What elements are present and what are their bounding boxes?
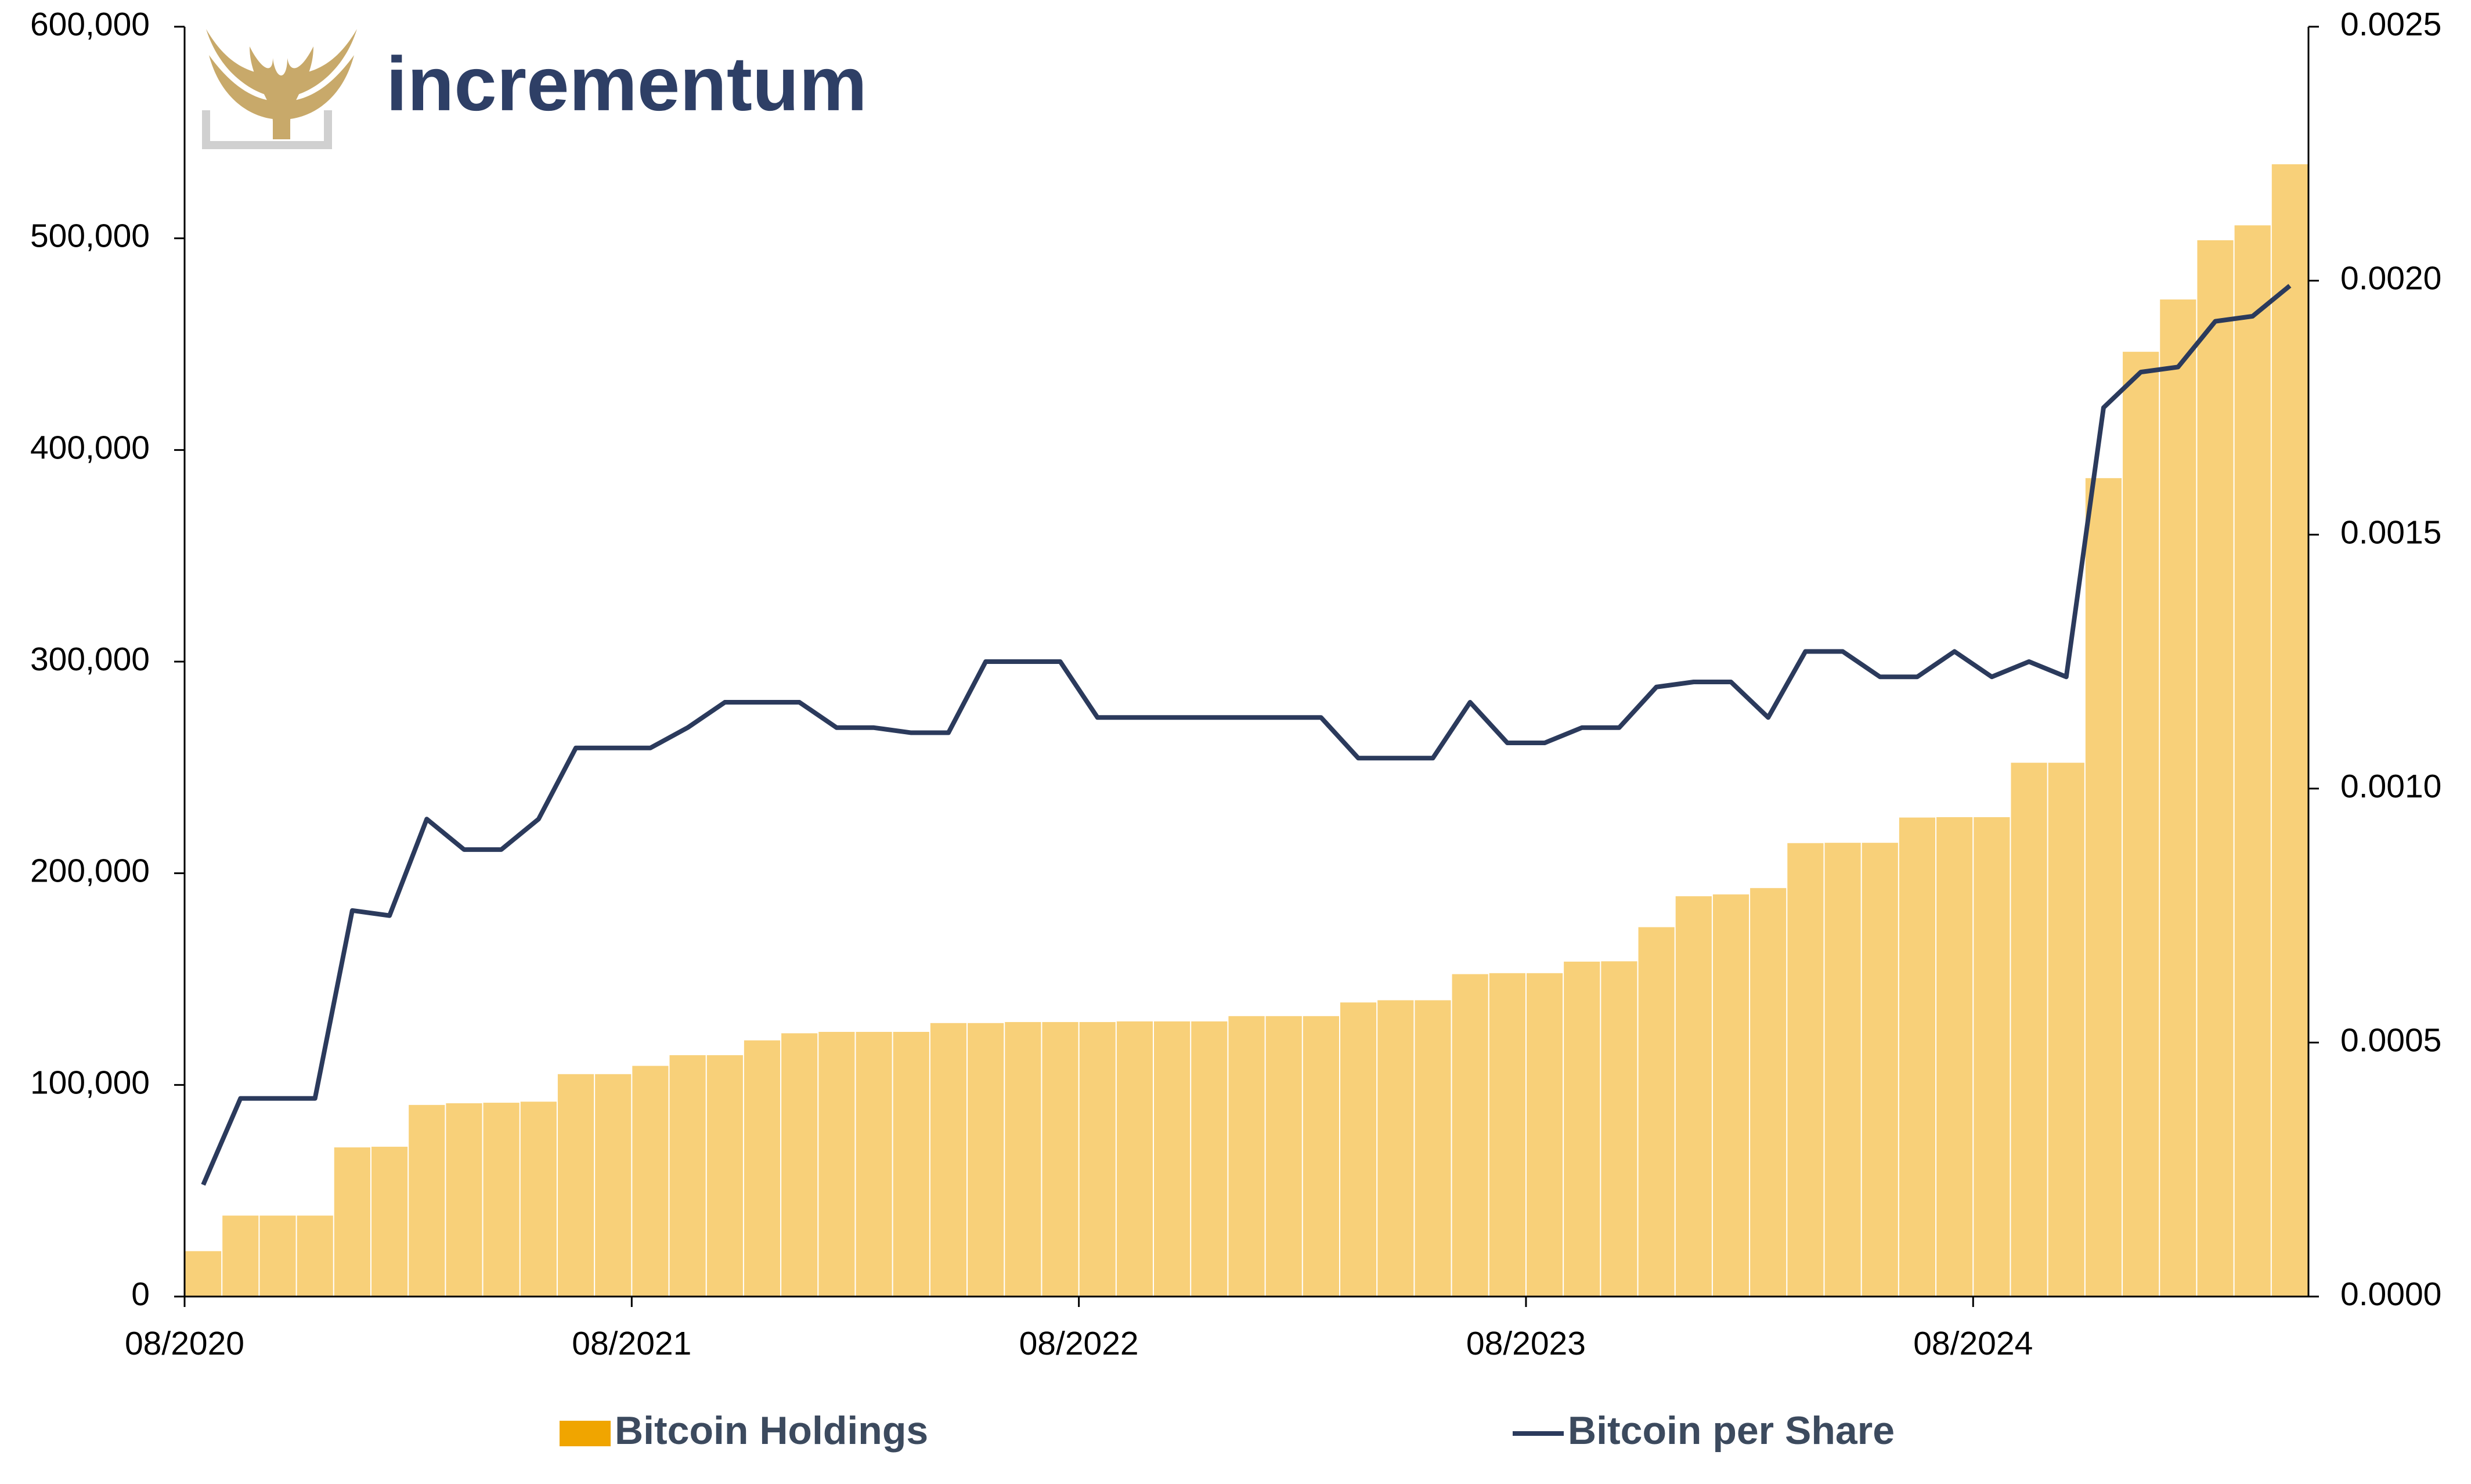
legend-label: Bitcoin Holdings [615,1409,928,1453]
bar [1526,973,1563,1297]
bar [259,1215,296,1297]
bar [2085,478,2122,1297]
bar [1079,1022,1116,1297]
bar [483,1103,520,1297]
bar [1601,961,1637,1297]
bar [1712,894,1749,1297]
bar [781,1033,818,1297]
bar [1265,1016,1302,1297]
legend-swatch [560,1421,611,1446]
bar [1899,817,1936,1297]
bar [1638,927,1675,1297]
logo-text: incrementum [386,41,867,127]
bar [222,1215,259,1297]
bar [1750,888,1787,1297]
bar [446,1103,482,1297]
bar [2048,763,2084,1297]
y-tick-label: 0 [131,1276,150,1313]
y-tick-label: 200,000 [30,853,150,890]
bar [2234,225,2271,1297]
bar [1564,961,1600,1297]
y-tick-label: 500,000 [30,218,150,255]
bar [1936,817,1973,1297]
bar [2197,240,2234,1297]
bar [818,1031,855,1297]
bar [1042,1022,1078,1297]
y2-tick-label: 0.0010 [2340,768,2441,805]
bar [706,1055,743,1297]
bar [1489,973,1525,1297]
y2-tick-label: 0.0020 [2340,260,2441,297]
bar [1005,1022,1041,1297]
x-tick-label: 08/2020 [125,1325,244,1362]
line [201,284,2292,1186]
bar [1228,1016,1265,1297]
bar [297,1215,333,1297]
x-tick-label: 08/2021 [572,1325,691,1362]
bar [1377,1000,1414,1297]
x-tick-label: 08/2023 [1466,1325,1586,1362]
bar [1116,1021,1153,1297]
bar [1974,817,2010,1297]
y-tick-label: 600,000 [30,6,150,43]
bar [2271,164,2308,1297]
bar [334,1147,370,1297]
bar [1191,1021,1228,1297]
bar [1862,843,1898,1297]
bar [595,1074,632,1297]
bar [371,1146,408,1297]
bar [2160,299,2196,1297]
legend-label: Bitcoin per Share [1568,1409,1895,1453]
logo-icon [202,29,357,149]
bar [968,1023,1004,1297]
bar [1675,896,1712,1297]
bar [2123,352,2159,1297]
x-tick-label: 08/2022 [1019,1325,1139,1362]
bar [632,1066,669,1297]
bar [856,1031,892,1297]
bar [1154,1021,1191,1297]
bar [1824,843,1861,1297]
x-tick-label: 08/2024 [1913,1325,2033,1362]
bar [185,1251,222,1297]
bar [409,1104,445,1297]
y-tick-label: 300,000 [30,641,150,678]
bar [1415,1000,1451,1297]
bar [520,1102,557,1297]
y2-tick-label: 0.0025 [2340,6,2441,43]
y2-tick-label: 0.0000 [2340,1276,2441,1313]
y2-tick-label: 0.0015 [2340,514,2441,551]
bar [557,1074,594,1297]
bar [930,1023,967,1297]
y2-tick-label: 0.0005 [2340,1021,2441,1059]
bar [2011,763,2047,1297]
bar [744,1040,781,1297]
bar [1303,1016,1339,1297]
bar [893,1031,929,1297]
y-tick-label: 100,000 [30,1064,150,1101]
bar [1787,843,1824,1297]
y-tick-label: 400,000 [30,429,150,466]
bar [669,1055,706,1297]
bar [1452,974,1488,1297]
bar [1340,1002,1377,1297]
